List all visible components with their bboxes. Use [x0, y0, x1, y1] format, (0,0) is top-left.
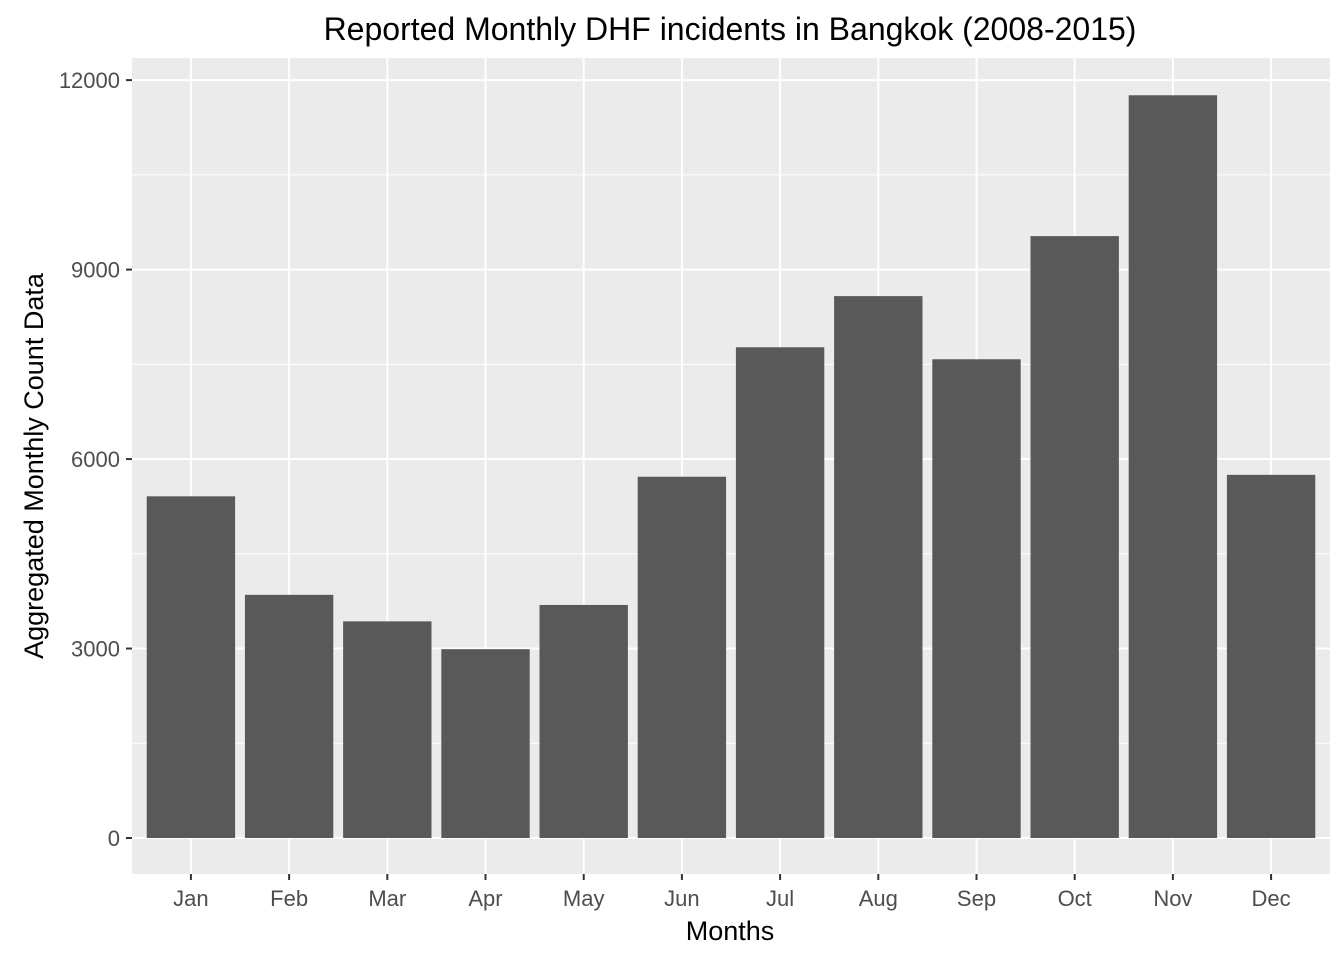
y-tick-label: 3000 [71, 637, 120, 662]
x-tick-label: Sep [957, 886, 996, 911]
y-tick-label: 0 [108, 826, 120, 851]
x-tick-label: Oct [1058, 886, 1092, 911]
chart-title: Reported Monthly DHF incidents in Bangko… [324, 11, 1137, 47]
bar-jun [637, 476, 727, 838]
x-axis-label: Months [686, 916, 775, 946]
bar-jan [146, 496, 236, 838]
x-tick-label: Jan [173, 886, 208, 911]
y-axis-label: Aggregated Monthly Count Data [19, 272, 49, 659]
x-tick-label: Nov [1153, 886, 1192, 911]
bar-apr [441, 649, 530, 838]
bar-sep [932, 359, 1021, 838]
bar-nov [1128, 95, 1218, 838]
y-tick-label: 9000 [71, 258, 120, 283]
bar-feb [244, 594, 334, 838]
x-tick-label: Jun [664, 886, 699, 911]
bar-mar [343, 621, 432, 838]
x-tick-label: Apr [468, 886, 502, 911]
x-axis: Jan Feb Mar Apr May Jun Jul Aug Sep Oct Nov Dec [173, 874, 1291, 911]
x-tick-label: Jul [766, 886, 794, 911]
x-tick-label: Mar [368, 886, 406, 911]
x-tick-label: Dec [1252, 886, 1291, 911]
bar-may [539, 604, 628, 838]
bar-oct [1030, 236, 1119, 838]
bar-dec [1226, 474, 1316, 838]
y-tick-label: 6000 [71, 447, 120, 472]
y-tick-label: 12000 [59, 68, 120, 93]
x-tick-label: May [563, 886, 605, 911]
x-tick-label: Aug [859, 886, 898, 911]
x-tick-label: Feb [270, 886, 308, 911]
bars [146, 95, 1316, 839]
bar-aug [834, 296, 923, 839]
y-axis: 0 3000 6000 9000 12000 [59, 68, 132, 851]
bar-jul [735, 347, 825, 838]
